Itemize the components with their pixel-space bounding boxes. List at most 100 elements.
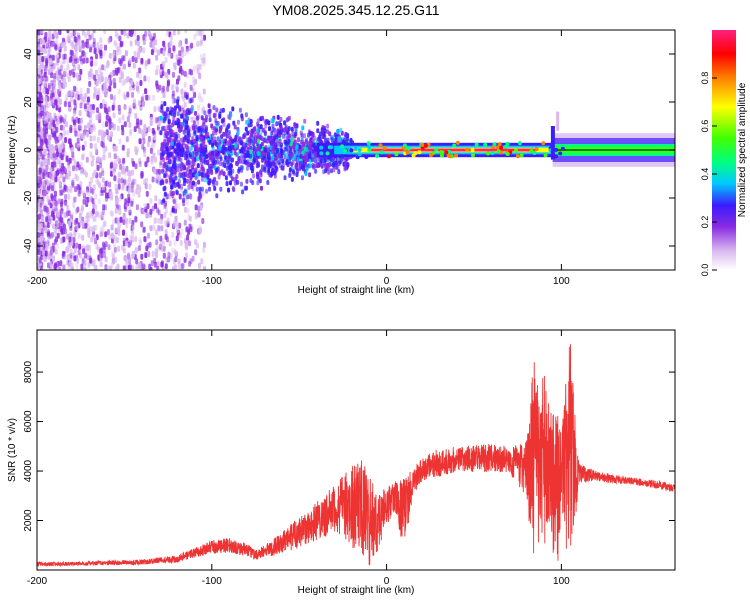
spectrogram-cell bbox=[69, 40, 73, 47]
spectrogram-cell bbox=[91, 172, 95, 179]
spectrogram-cell bbox=[122, 55, 126, 62]
spectrogram-cell bbox=[90, 196, 94, 203]
spectrogram-cell bbox=[82, 198, 86, 205]
spectrogram-cell bbox=[157, 49, 160, 56]
spectrogram-cell bbox=[95, 211, 99, 218]
spectrogram-cell bbox=[129, 40, 133, 47]
spectrogram-cell bbox=[64, 194, 68, 200]
spectrogram-cell bbox=[75, 224, 79, 230]
carrier-cell bbox=[496, 149, 501, 154]
spectrogram-cell bbox=[261, 127, 265, 133]
spectrogram-cell bbox=[133, 50, 137, 57]
spectrogram-cell bbox=[49, 116, 53, 123]
spectrogram-cell bbox=[228, 134, 232, 140]
spectrogram-cell bbox=[54, 262, 58, 269]
spectrogram-cell bbox=[110, 162, 113, 169]
spectrogram-cell bbox=[257, 123, 261, 129]
spectrogram-cell bbox=[146, 156, 150, 163]
spectrogram-cell bbox=[79, 102, 83, 109]
spectrogram-cell bbox=[49, 249, 53, 256]
spectrogram-cell bbox=[65, 186, 69, 193]
spectrogram-cell bbox=[68, 170, 72, 177]
spectrogram-cell bbox=[183, 109, 186, 115]
spectrogram-cell bbox=[104, 180, 108, 187]
spectrogram-cell bbox=[256, 151, 260, 156]
spectrogram-cell bbox=[78, 44, 82, 51]
colorbar-label: Normalized spectral amplitude bbox=[737, 82, 748, 217]
spectrogram-cell bbox=[86, 196, 90, 203]
spectrogram-cell bbox=[114, 145, 118, 152]
spectrogram-cell bbox=[128, 206, 132, 213]
spectrogram-cell bbox=[176, 227, 179, 234]
spectrogram-cell bbox=[37, 206, 41, 213]
spectrogram-cell bbox=[187, 159, 191, 165]
spectrogram-cell bbox=[134, 216, 138, 223]
spectrogram-cell bbox=[229, 162, 233, 168]
snr-ylabel: SNR (10 * v/v) bbox=[7, 418, 18, 482]
spectrogram-cell bbox=[189, 258, 193, 265]
spectrogram-cell bbox=[160, 225, 164, 232]
spectrogram-cell bbox=[223, 141, 227, 147]
spectrogram-cell bbox=[73, 131, 77, 138]
spectrogram-cell bbox=[100, 129, 104, 136]
spectrogram-cell bbox=[97, 254, 101, 261]
spectrogram-cell bbox=[163, 173, 167, 179]
spectrogram-cell bbox=[81, 42, 85, 49]
spectrogram-cell bbox=[127, 170, 131, 177]
spectrogram-cell bbox=[72, 202, 76, 209]
spectrogram-cell bbox=[153, 32, 156, 39]
spectrogram-cell bbox=[189, 98, 193, 104]
spectrogram-cell bbox=[112, 112, 116, 119]
spectrogram-cell bbox=[61, 250, 65, 257]
spectrogram-cell bbox=[155, 229, 159, 236]
carrier-band-peak bbox=[369, 148, 536, 152]
spectrogram-cell bbox=[174, 203, 178, 210]
spectrogram-cell bbox=[66, 64, 70, 71]
spectrogram-cell bbox=[162, 125, 166, 131]
spectrogram-cell bbox=[168, 145, 172, 151]
spectrogram-cell bbox=[68, 70, 72, 76]
spectrogram-cell bbox=[122, 212, 126, 219]
spectrogram-cell bbox=[214, 130, 218, 136]
spectrogram-cell bbox=[145, 245, 149, 252]
carrier-cell bbox=[490, 145, 495, 150]
spectrogram-cell bbox=[38, 54, 42, 61]
snr-panel: -200 -100 0 100 2000 4000 6000 8000 Height of s… bbox=[7, 329, 676, 596]
spectrogram-cell bbox=[102, 154, 106, 161]
spectrogram-cell bbox=[138, 237, 142, 244]
spectrogram-cell bbox=[72, 110, 76, 117]
spectrogram-cell bbox=[160, 142, 164, 148]
carrier-cell bbox=[497, 142, 502, 147]
spectrogram-cell bbox=[108, 37, 112, 44]
spectrogram-cell bbox=[194, 124, 198, 130]
spectrogram-cell bbox=[117, 245, 120, 252]
spectrogram-cell bbox=[47, 83, 51, 89]
spectrogram-cell bbox=[153, 261, 157, 268]
spectrogram-cell bbox=[93, 125, 96, 132]
spectrogram-cell bbox=[37, 175, 41, 182]
spectrogram-cell bbox=[94, 224, 98, 231]
spectrogram-cell bbox=[76, 161, 80, 168]
spectrogram-cell bbox=[211, 130, 215, 136]
spectrogram-cell bbox=[101, 167, 105, 174]
spectrogram-cell bbox=[169, 106, 173, 112]
spectrogram-cell bbox=[194, 249, 198, 256]
spectrogram-cell bbox=[44, 96, 48, 103]
spectrogram-cell bbox=[117, 229, 121, 236]
spectrogram-cell bbox=[75, 262, 79, 269]
spectrogram-cell bbox=[200, 35, 204, 42]
spectrogram-cell bbox=[173, 98, 177, 104]
spectrogram-cell bbox=[54, 248, 58, 255]
spectrogram-cell bbox=[189, 193, 193, 200]
spectrogram-cell bbox=[301, 175, 304, 181]
spectrogram-cell bbox=[76, 206, 80, 213]
spectrogram-cell bbox=[63, 71, 67, 78]
spectrogram-cell bbox=[64, 201, 68, 208]
spectrogram-cell bbox=[78, 243, 82, 250]
spectrogram-cell bbox=[53, 72, 56, 79]
spectrogram-cell bbox=[148, 136, 152, 143]
spectrogram-cell bbox=[318, 134, 322, 140]
spectrogram-cell bbox=[300, 145, 304, 151]
spectrogram-cell bbox=[47, 50, 51, 56]
spectrogram-cell bbox=[188, 260, 192, 267]
